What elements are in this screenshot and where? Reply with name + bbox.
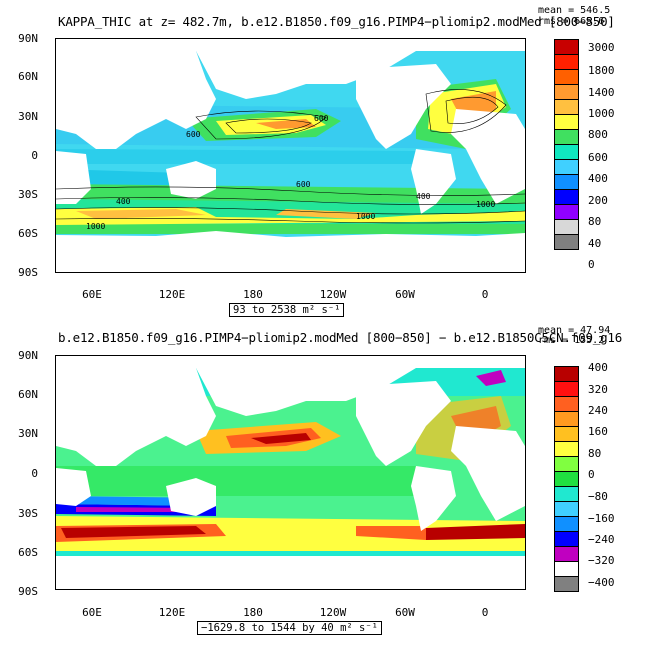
lat-label-60s: 60S bbox=[18, 227, 38, 240]
panel-kappa-thic: KAPPA_THIC at z= 482.7m, b.e12.B1850.f09… bbox=[0, 0, 647, 323]
lon-label-60e: 60E bbox=[82, 606, 102, 619]
lon-label-60w: 60W bbox=[395, 288, 415, 301]
panel1-cbar-label-7: 200 bbox=[588, 194, 608, 207]
panel1-cbar-label-0: 3000 bbox=[588, 41, 615, 54]
lat-label-90s: 90S bbox=[18, 585, 38, 598]
svg-text:1000: 1000 bbox=[356, 212, 375, 221]
svg-text:1000: 1000 bbox=[476, 200, 495, 209]
panel1-cbar-label-9: 40 bbox=[588, 237, 602, 250]
lat-label-60n: 60N bbox=[18, 388, 38, 401]
panel2-range-label: −1629.8 to 1544 by 40 m² s⁻¹ bbox=[197, 621, 383, 635]
lat-label-60s: 60S bbox=[18, 546, 38, 559]
lon-label-180: 180 bbox=[243, 288, 263, 301]
panel2-cbar-label-10: −400 bbox=[588, 576, 615, 589]
panel1-cbar-label-4: 800 bbox=[588, 128, 608, 141]
lon-label-60w: 60W bbox=[395, 606, 415, 619]
panel2-cbar-label-8: −240 bbox=[588, 533, 615, 546]
svg-text:600: 600 bbox=[314, 114, 329, 123]
panel1-cbar-label-3: 1000 bbox=[588, 107, 615, 120]
panel2-cbar-label-4: 80 bbox=[588, 447, 602, 460]
panel2-cbar-label-1: 320 bbox=[588, 383, 608, 396]
lon-label-120w: 120W bbox=[319, 288, 347, 301]
panel2-colorbar bbox=[554, 366, 579, 592]
lat-label-0: 0 bbox=[31, 467, 38, 480]
lon-label-120w: 120W bbox=[319, 606, 347, 619]
lon-label-120e: 120E bbox=[158, 288, 186, 301]
svg-text:400: 400 bbox=[116, 197, 131, 206]
svg-text:1000: 1000 bbox=[86, 222, 105, 231]
lat-label-0: 0 bbox=[31, 149, 38, 162]
lon-label-180: 180 bbox=[243, 606, 263, 619]
panel2-rms: rms = 155.2 bbox=[538, 335, 605, 346]
panel1-range-label: 93 to 2538 m² s⁻¹ bbox=[229, 303, 345, 317]
lon-label-0: 0 bbox=[481, 606, 489, 619]
lat-label-90s: 90S bbox=[18, 266, 38, 279]
svg-text:600: 600 bbox=[296, 180, 311, 189]
svg-text:600: 600 bbox=[186, 130, 201, 139]
panel2-cbar-label-0: 400 bbox=[588, 361, 608, 374]
panel2-mean: mean = 47.94 bbox=[538, 325, 611, 336]
panel2-cbar-label-6: −80 bbox=[588, 490, 608, 503]
lon-label-0: 0 bbox=[481, 288, 489, 301]
panel2-cbar-label-2: 240 bbox=[588, 404, 608, 417]
panel1-cbar-label-8: 80 bbox=[588, 215, 602, 228]
lat-label-90n: 90N bbox=[18, 349, 38, 362]
lat-label-30n: 30N bbox=[18, 110, 38, 123]
lat-label-30n: 30N bbox=[18, 427, 38, 440]
lon-label-120e: 120E bbox=[158, 606, 186, 619]
panel1-cbar-label-5: 600 bbox=[588, 151, 608, 164]
lat-label-30s: 30S bbox=[18, 188, 38, 201]
panel1-mean: mean = 546.5 bbox=[538, 5, 611, 16]
map-panel2 bbox=[55, 355, 526, 590]
svg-text:400: 400 bbox=[416, 192, 431, 201]
lon-label-60e: 60E bbox=[82, 288, 102, 301]
panel1-cbar-label-2: 1400 bbox=[588, 86, 615, 99]
panel1-colorbar bbox=[554, 39, 579, 250]
lat-label-60n: 60N bbox=[18, 70, 38, 83]
panel1-cbar-label-10: 0 bbox=[588, 258, 595, 271]
lat-label-90n: 90N bbox=[18, 32, 38, 45]
panel2-cbar-label-7: −160 bbox=[588, 512, 615, 525]
panel1-cbar-label-6: 400 bbox=[588, 172, 608, 185]
panel2-cbar-label-3: 160 bbox=[588, 425, 608, 438]
panel2-cbar-label-9: −320 bbox=[588, 554, 615, 567]
map-panel1-svg: 600 600 1000 1000 600 1000 400 400 bbox=[56, 39, 525, 272]
lat-label-30s: 30S bbox=[18, 507, 38, 520]
panel1-cbar-label-1: 1800 bbox=[588, 64, 615, 77]
panel2-cbar-label-5: 0 bbox=[588, 468, 595, 481]
map-panel1: 600 600 1000 1000 600 1000 400 400 bbox=[55, 38, 526, 273]
panel1-title: KAPPA_THIC at z= 482.7m, b.e12.B1850.f09… bbox=[58, 14, 615, 29]
panel1-rms: rms = 665.6 bbox=[538, 16, 605, 27]
panel2-title: b.e12.B1850.f09_g16.PIMP4−pliomip2.modMe… bbox=[58, 330, 623, 345]
map-panel2-svg bbox=[56, 356, 525, 589]
panel-difference: b.e12.B1850.f09_g16.PIMP4−pliomip2.modMe… bbox=[0, 323, 647, 646]
